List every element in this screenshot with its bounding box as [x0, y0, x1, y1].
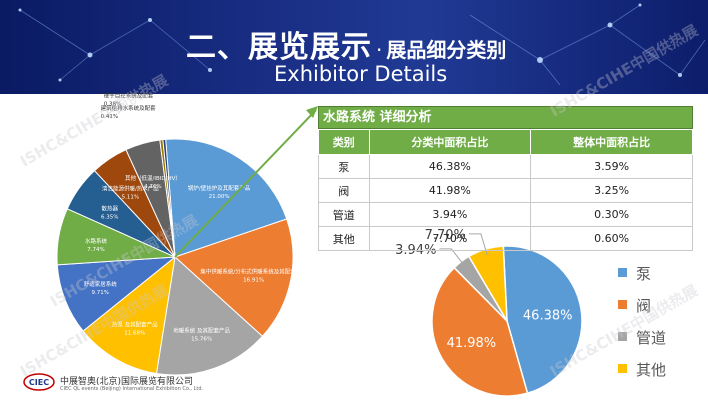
slice-label: 楼宇自控系统及配套	[104, 92, 154, 100]
network-decoration	[18, 3, 706, 86]
legend-label: 泵	[636, 265, 651, 283]
slice-value: 9.71%	[92, 290, 109, 296]
slice-value: 0.38%	[104, 102, 121, 108]
slice-value: 15.76%	[191, 337, 212, 343]
pie-slice	[165, 138, 288, 258]
logo-text: CIEC	[29, 378, 49, 387]
table-row: 其他 7.70% 0.60%	[318, 226, 693, 251]
table-cell: 7.70%	[369, 226, 532, 251]
table-row: 阀 41.98% 3.25%	[318, 178, 693, 203]
slice-value: 7.74%	[87, 247, 104, 253]
page-title: 二、展览展示 · 展品细分类别	[186, 22, 506, 66]
column-header: 类别	[318, 129, 370, 155]
table-cell: 3.94%	[369, 202, 532, 227]
slice-label: 其他（低温/IBID/HV）	[125, 174, 181, 182]
panel-heading: 水路系统 详细分析	[318, 106, 693, 129]
pie-slice	[162, 138, 176, 258]
slice-label: 地暖系统 及其配套产品	[173, 327, 230, 335]
table-cell: 41.98%	[369, 178, 532, 203]
table-cell: 3.25%	[530, 178, 693, 203]
table-row: 泵 46.38% 3.59%	[318, 154, 693, 179]
legend-swatch	[618, 332, 627, 341]
legend-label: 管道	[636, 329, 666, 347]
slice-value: 5.11%	[122, 194, 139, 200]
legend-swatch	[618, 300, 627, 309]
slice-label: 水路系统	[85, 237, 108, 245]
title-separator: ·	[376, 38, 383, 62]
slice-label: 热泵 及其配套产品	[112, 320, 158, 328]
table-cell: 0.30%	[530, 202, 693, 227]
column-header: 分类中面积占比	[368, 129, 532, 155]
legend-label: 阀	[636, 297, 651, 315]
section-subtitle: 展品细分类别	[386, 38, 507, 62]
pie-slice	[155, 256, 264, 376]
slice-value: 11.68%	[124, 330, 145, 336]
table-row: 管道 3.94% 0.30%	[318, 202, 693, 227]
slice-value: 0.41%	[101, 114, 118, 120]
legend-label: 其他	[636, 361, 666, 379]
slice-label: 锅炉/壁挂炉及其配套产品	[188, 184, 251, 192]
table-cell: 0.60%	[530, 226, 693, 251]
slice-label: 清洁能源供暖/热水产品	[102, 184, 159, 192]
pie-slice	[431, 266, 529, 397]
english-title: Exhibitor Details	[274, 62, 448, 86]
company-name: 中展智奥(北京)国际展览有限公司	[60, 377, 194, 387]
pie-slice	[174, 218, 294, 337]
table-cell: 46.38%	[369, 154, 532, 179]
header-banner: 二、展览展示 · 展品细分类别 Exhibitor Details	[0, 0, 708, 94]
slice-value: 6.35%	[101, 214, 118, 220]
detail-table: 类别 分类中面积占比 整体中面积占比 泵 46.38% 3.59% 阀 41.9…	[318, 129, 693, 251]
slice-value: 41.98%	[447, 336, 497, 351]
table-cell: 3.59%	[530, 154, 693, 179]
slice-value: 4.76%	[144, 184, 161, 190]
slice-value: 16.91%	[243, 277, 264, 283]
arrow-head-icon	[306, 106, 318, 118]
slice-label: 建筑给排水系统及配套	[101, 104, 157, 112]
table-cell: 其他	[318, 226, 370, 251]
table-header-row: 类别 分类中面积占比 整体中面积占比	[318, 129, 693, 155]
column-header: 整体中面积占比	[530, 129, 693, 155]
slice-value: 46.38%	[523, 308, 573, 323]
table-cell: 管道	[318, 202, 370, 227]
slice-label: 集中供暖系统/分布式供暖系统及其配套产品	[200, 267, 307, 275]
legend-swatch	[618, 364, 627, 373]
section-title: 二、展览展示	[186, 30, 372, 65]
slice-label: 散热器	[101, 204, 118, 212]
company-name-en: CIEC QL events (Beijing) International E…	[60, 386, 204, 392]
company-logo: CIEC	[23, 373, 55, 391]
table-cell: 泵	[318, 154, 370, 179]
slice-label: 舒适家居系统	[84, 280, 118, 288]
legend-swatch	[618, 268, 627, 277]
slice-value: 21.00%	[209, 194, 230, 200]
detail-panel: 水路系统 详细分析 类别 分类中面积占比 整体中面积占比 泵 46.38% 3.…	[318, 106, 693, 251]
pie-slice	[82, 255, 176, 375]
table-cell: 阀	[318, 178, 370, 203]
connector-arrow	[174, 109, 317, 258]
